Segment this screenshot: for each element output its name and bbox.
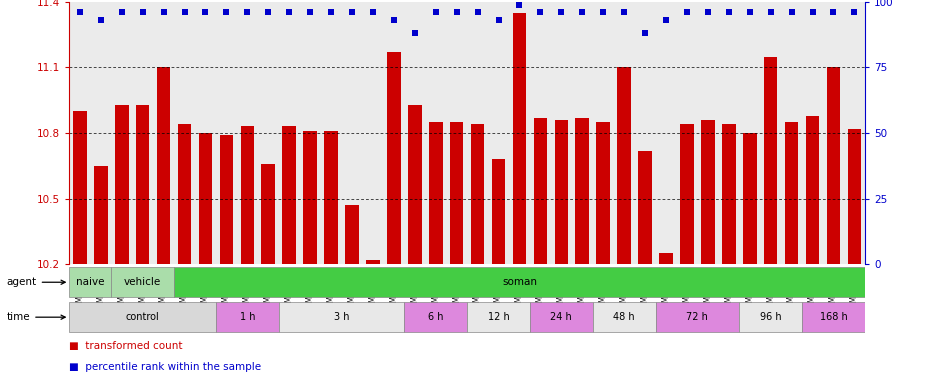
- Text: 12 h: 12 h: [487, 311, 510, 321]
- Text: ■  transformed count: ■ transformed count: [69, 341, 183, 351]
- Text: time: time: [6, 312, 65, 322]
- Bar: [827, 68, 840, 264]
- Text: agent: agent: [6, 277, 65, 287]
- Bar: [802, 302, 865, 333]
- Bar: [156, 68, 170, 264]
- Bar: [743, 133, 757, 264]
- Bar: [471, 124, 485, 264]
- Text: ■  percentile rank within the sample: ■ percentile rank within the sample: [69, 362, 262, 372]
- Bar: [575, 118, 589, 264]
- Bar: [847, 129, 861, 264]
- Bar: [262, 164, 275, 264]
- Bar: [467, 302, 530, 333]
- Bar: [345, 205, 359, 264]
- Bar: [240, 126, 254, 264]
- Bar: [764, 56, 778, 264]
- Bar: [638, 151, 652, 264]
- Text: naive: naive: [76, 276, 105, 286]
- Text: 72 h: 72 h: [686, 311, 709, 321]
- Bar: [136, 105, 150, 264]
- Bar: [806, 116, 820, 264]
- Text: 6 h: 6 h: [428, 311, 443, 321]
- Bar: [784, 122, 798, 264]
- Bar: [530, 302, 593, 333]
- Text: 168 h: 168 h: [820, 311, 847, 321]
- Bar: [387, 52, 401, 264]
- Bar: [69, 302, 216, 333]
- Bar: [325, 131, 338, 264]
- Bar: [408, 105, 422, 264]
- Bar: [404, 302, 467, 333]
- Text: 1 h: 1 h: [240, 311, 255, 321]
- Text: control: control: [126, 311, 159, 321]
- Bar: [366, 260, 380, 264]
- Bar: [178, 124, 191, 264]
- Bar: [660, 253, 672, 264]
- Text: vehicle: vehicle: [124, 276, 161, 286]
- Text: 3 h: 3 h: [334, 311, 350, 321]
- Bar: [278, 302, 404, 333]
- Bar: [216, 302, 278, 333]
- Bar: [115, 105, 129, 264]
- Bar: [69, 267, 111, 298]
- Bar: [739, 302, 802, 333]
- Text: soman: soman: [502, 276, 536, 286]
- Bar: [512, 13, 526, 264]
- Bar: [492, 159, 505, 264]
- Bar: [722, 124, 735, 264]
- Bar: [701, 120, 715, 264]
- Bar: [174, 267, 865, 298]
- Bar: [593, 302, 656, 333]
- Text: 24 h: 24 h: [550, 311, 573, 321]
- Bar: [554, 120, 568, 264]
- Bar: [111, 267, 174, 298]
- Bar: [429, 122, 442, 264]
- Bar: [73, 111, 87, 264]
- Bar: [199, 133, 212, 264]
- Bar: [450, 122, 463, 264]
- Bar: [303, 131, 317, 264]
- Bar: [680, 124, 694, 264]
- Bar: [597, 122, 610, 264]
- Text: 96 h: 96 h: [759, 311, 782, 321]
- Bar: [656, 302, 739, 333]
- Bar: [219, 135, 233, 264]
- Bar: [617, 68, 631, 264]
- Bar: [282, 126, 296, 264]
- Text: 48 h: 48 h: [613, 311, 635, 321]
- Bar: [534, 118, 548, 264]
- Bar: [94, 166, 107, 264]
